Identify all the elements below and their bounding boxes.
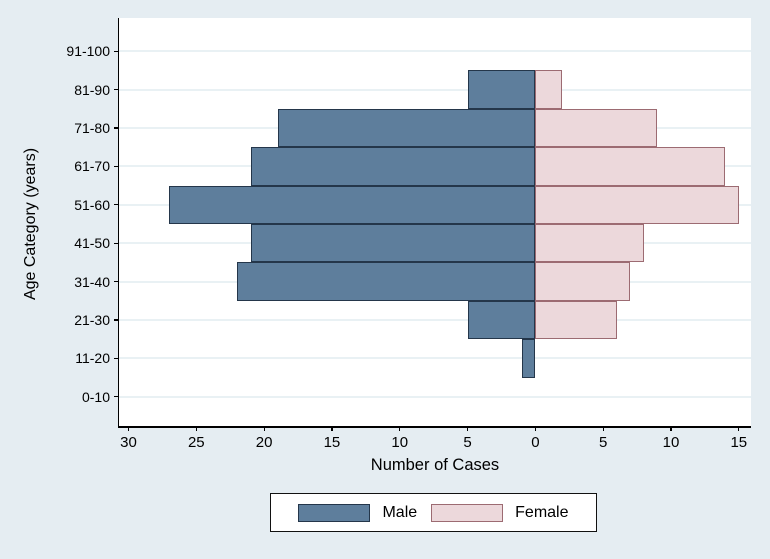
x-tick-label: 5 <box>598 434 608 451</box>
y-axis-line <box>117 18 119 428</box>
grid-line <box>119 357 751 360</box>
x-tick-label: 5 <box>463 434 472 451</box>
female-bar-41-50 <box>535 224 644 263</box>
x-tick <box>195 426 197 431</box>
x-tick-label: 30 <box>120 434 137 451</box>
legend-item-male: Male <box>298 503 418 522</box>
legend-label-female: Female <box>515 503 569 521</box>
female-bar-61-70 <box>535 147 726 186</box>
legend-item-female: Female <box>431 503 569 522</box>
x-tick <box>670 426 672 431</box>
y-tick-label: 71-80 <box>74 120 110 137</box>
y-tick <box>114 396 119 398</box>
x-tick-label: 20 <box>255 434 273 451</box>
y-tick-label: 81-90 <box>74 81 110 98</box>
legend: Male Female <box>270 493 597 532</box>
y-tick-label: 11-20 <box>75 350 110 367</box>
female-bar-21-30 <box>535 300 617 340</box>
x-tick-label: 10 <box>391 434 409 451</box>
legend-label-male: Male <box>382 503 418 521</box>
x-tick <box>331 426 333 431</box>
x-tick <box>263 426 265 431</box>
x-axis-title: Number of Cases <box>370 456 500 474</box>
x-tick-label: 10 <box>662 434 680 451</box>
grid-line <box>119 88 751 91</box>
y-tick <box>114 280 119 283</box>
male-bar-21-30 <box>467 300 536 340</box>
x-tick <box>466 426 469 431</box>
y-tick <box>114 319 119 321</box>
grid-line <box>119 50 751 53</box>
male-swatch-icon <box>298 503 371 522</box>
y-tick <box>114 127 119 129</box>
y-tick-label: 51-60 <box>74 196 110 213</box>
y-tick <box>114 50 119 52</box>
y-tick-label: 61-70 <box>74 158 110 175</box>
y-tick-label: 91-100 <box>66 43 110 60</box>
y-tick-label: 31-40 <box>74 273 110 290</box>
male-bar-51-60 <box>169 185 536 224</box>
y-axis-title: Age Category (years) <box>22 147 39 301</box>
x-axis-line <box>117 426 751 428</box>
male-bar-41-50 <box>250 224 536 263</box>
y-tick <box>114 165 119 168</box>
male-bar-61-70 <box>250 147 536 186</box>
y-tick <box>114 242 119 244</box>
female-swatch-icon <box>431 503 504 522</box>
x-tick <box>602 426 604 431</box>
x-tick-label: 0 <box>531 434 540 451</box>
male-bar-81-90 <box>467 70 536 109</box>
female-bar-51-60 <box>535 185 739 224</box>
male-bar-11-20 <box>521 339 536 378</box>
x-tick-label: 15 <box>730 434 748 451</box>
x-tick <box>127 426 130 431</box>
grid-line <box>119 395 751 398</box>
female-bar-71-80 <box>535 108 658 148</box>
x-tick <box>399 426 401 431</box>
x-tick-label: 15 <box>323 434 341 451</box>
male-bar-71-80 <box>277 108 536 148</box>
x-tick <box>534 426 536 431</box>
y-tick-label: 41-50 <box>74 235 110 252</box>
y-tick <box>114 204 119 206</box>
x-tick <box>738 426 740 431</box>
y-tick <box>114 357 119 359</box>
male-bar-31-40 <box>236 262 536 301</box>
x-tick-label: 25 <box>187 434 205 451</box>
female-bar-31-40 <box>535 262 631 301</box>
y-tick <box>114 89 119 91</box>
female-bar-81-90 <box>535 70 563 109</box>
y-tick-label: 0-10 <box>81 388 110 405</box>
y-tick-label: 21-30 <box>74 311 110 328</box>
grid-line <box>119 318 751 321</box>
